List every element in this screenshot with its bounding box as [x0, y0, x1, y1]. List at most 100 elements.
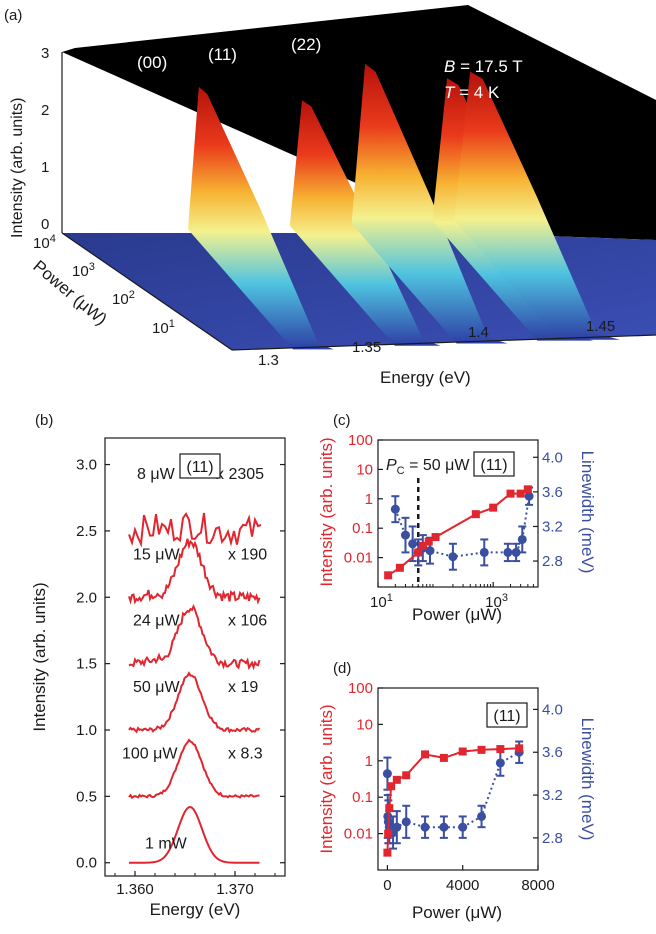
linewidth-point — [495, 758, 505, 768]
a-power-tick: 102 — [112, 289, 135, 308]
b-y-tick-label: 1.0 — [76, 722, 97, 739]
intensity-line — [387, 488, 529, 577]
c-right-axis-label: Linewidth (meV) — [578, 451, 597, 574]
intensity-point — [414, 548, 423, 557]
linewidth-point — [517, 534, 527, 544]
intensity-point — [383, 848, 392, 857]
intensity-point — [418, 541, 427, 550]
left-tick-label: 0.1 — [352, 520, 373, 537]
intensity-point — [384, 571, 393, 580]
right-tick-label: 3.6 — [542, 484, 563, 501]
intensity-point — [431, 533, 440, 542]
panel-c-label: (c) — [333, 412, 351, 429]
x-tick-label: 101 — [370, 592, 393, 611]
linewidth-point — [503, 547, 513, 557]
a-peak-label-00: (00) — [137, 53, 167, 72]
linewidth-point — [524, 491, 534, 501]
linewidth-point — [408, 539, 418, 549]
panel-a: (a) 3 2 1 0 Intensity (arb. units) 104 1… — [4, 5, 656, 387]
a-z-tick: 0 — [41, 216, 49, 233]
left-tick-label: 10 — [356, 461, 373, 478]
a-power-tick: 103 — [72, 261, 95, 280]
b-series-label: 24 μW — [133, 613, 180, 630]
right-tick-label: 3.6 — [542, 744, 563, 761]
linewidth-point — [382, 769, 392, 779]
panel-d-frame — [377, 687, 539, 871]
left-tick-label: 0.01 — [344, 826, 373, 843]
c-tag: (11) — [480, 457, 507, 474]
b-spectrum-line — [128, 603, 261, 671]
intensity-point — [506, 489, 515, 498]
intensity-point — [402, 771, 411, 780]
b-y-tick-label: 0.0 — [76, 855, 97, 872]
b-scale-factor: x 8.3 — [228, 745, 263, 762]
linewidth-line — [394, 496, 531, 558]
b-spectrum-line — [128, 538, 261, 605]
left-tick-label: 1 — [365, 491, 373, 508]
d-x-axis-label: Power (μW) — [412, 903, 502, 922]
linewidth-point — [458, 822, 468, 832]
x-tick-label: 8000 — [521, 877, 554, 894]
left-tick-label: 1 — [365, 753, 373, 770]
panel-d: (d) 100 10 1 0.1 0.01 4.0 3.6 3.2 2.8 0 4000 8000 (… — [317, 660, 597, 922]
b-spectrum-line — [128, 511, 262, 548]
b-x-tick-label: 1.370 — [216, 881, 254, 898]
intensity-point — [477, 745, 486, 754]
panel-a-power-axis — [61, 232, 233, 351]
b-y-tick-label: 2.5 — [76, 523, 97, 540]
panel-a-z-ticks: 3 2 1 0 — [41, 45, 49, 233]
intensity-point — [458, 747, 467, 756]
b-scale-factor: x 19 — [228, 679, 258, 696]
linewidth-point — [477, 811, 487, 821]
intensity-point — [424, 537, 433, 546]
linewidth-point — [425, 546, 435, 556]
right-tick-label: 4.0 — [542, 701, 563, 718]
a-z-axis-label: Intensity (arb. units) — [9, 98, 26, 239]
b-y-tick-label: 1.5 — [76, 656, 97, 673]
b-series-label: 15 μW — [133, 546, 180, 563]
right-tick-label: 4.0 — [542, 449, 563, 466]
panel-b-label: (b) — [35, 412, 53, 429]
c-left-axis-label: Intensity (arb. units) — [317, 437, 336, 586]
b-y-axis-label: Intensity (arb. units) — [30, 582, 49, 731]
a-z-tick: 3 — [41, 45, 49, 62]
linewidth-point — [400, 530, 410, 540]
panel-b-labels: 1 mW 100 μW x 8.3 50 μW x 19 24 μW x 106 15 μW x… — [122, 466, 267, 853]
left-tick-label: 0.01 — [344, 550, 373, 567]
b-y-tick-label: 2.0 — [76, 589, 97, 606]
panel-d-label: (d) — [333, 660, 351, 677]
d-right-axis-label: Linewidth (meV) — [578, 718, 597, 841]
b-scale-factor: x 190 — [228, 546, 267, 563]
panel-a-energy-ticks: 1.3 1.35 1.4 1.45 — [258, 318, 615, 369]
intensity-point — [523, 485, 532, 494]
b-series-label: 8 μW — [137, 466, 176, 483]
b-y-tick-label: 3.0 — [76, 457, 97, 474]
b-spectrum-line — [128, 738, 260, 800]
left-tick-label: 100 — [348, 680, 373, 697]
panel-c-frame — [377, 439, 539, 588]
x-tick-exponent: 3 — [502, 592, 508, 604]
a-energy-tick: 1.4 — [468, 324, 489, 341]
a-peak-label-11: (11) — [208, 45, 237, 64]
linewidth-point — [479, 547, 489, 557]
panel-a-energy-axis — [231, 334, 656, 351]
intensity-point — [471, 510, 480, 519]
c-tag-box — [473, 451, 515, 477]
a-energy-tick: 1.3 — [258, 352, 279, 369]
linewidth-point — [420, 822, 430, 832]
b-scale-factor: x 106 — [228, 613, 267, 630]
c-threshold-annotation: PC = 50 μW — [386, 457, 470, 477]
panel-a-label: (a) — [4, 7, 22, 24]
b-series-label: 100 μW — [122, 745, 178, 762]
a-power-tick: 101 — [152, 318, 175, 337]
a-energy-tick: 1.45 — [586, 318, 615, 335]
linewidth-point — [448, 552, 458, 562]
intensity-point — [516, 489, 525, 498]
a-energy-axis-label: Energy (eV) — [380, 368, 471, 387]
a-field-annotation: B = 17.5 T — [444, 57, 523, 76]
intensity-point — [385, 804, 394, 813]
a-temperature-annotation: T = 4 K — [444, 83, 500, 102]
